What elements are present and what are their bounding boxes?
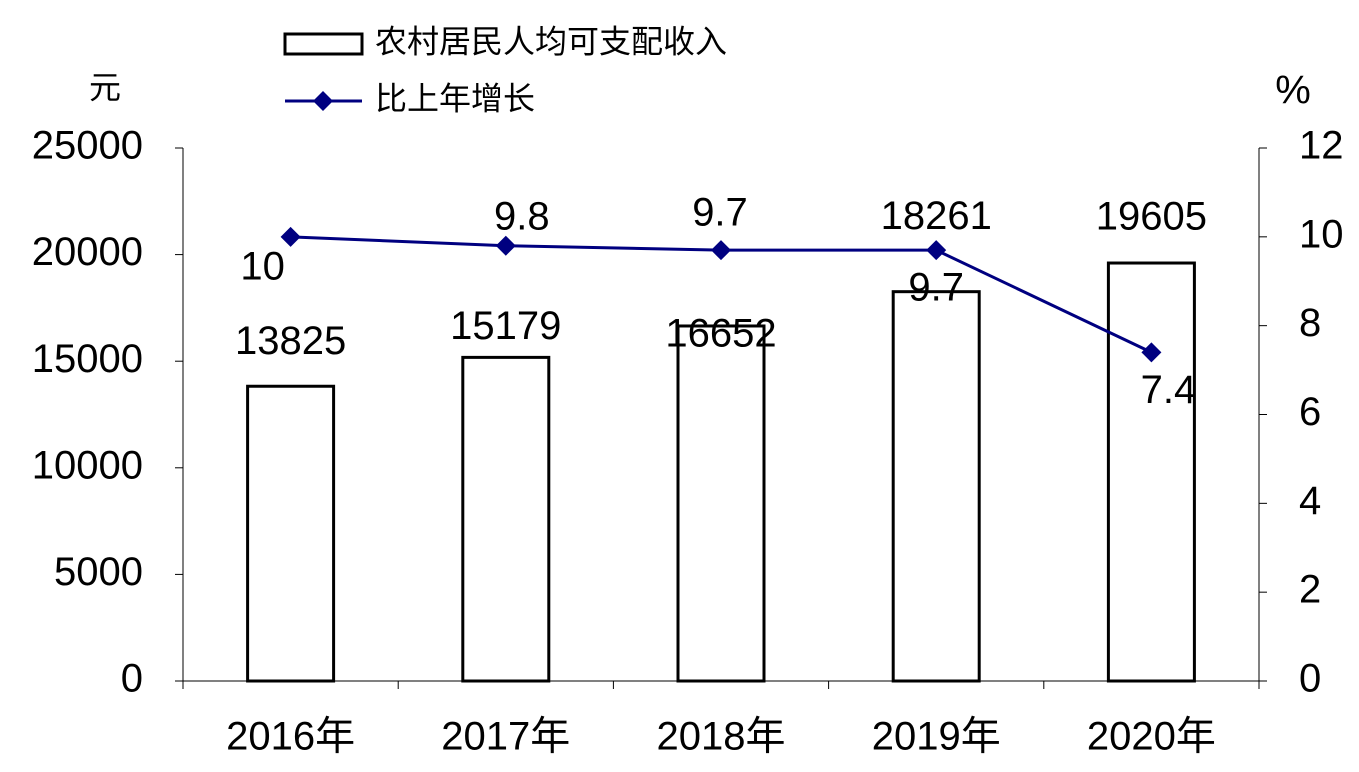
bar-value-label: 15179 [450, 304, 561, 348]
line-value-label: 7.4 [1141, 368, 1197, 412]
y2-unit: % [1275, 69, 1311, 113]
x-tick-label: 2018年 [657, 715, 786, 759]
line-value-label: 9.7 [908, 266, 964, 310]
y2-tick-label: 4 [1299, 479, 1321, 523]
bar [676, 324, 766, 683]
bar-value-label: 16652 [665, 312, 776, 356]
line-marker [926, 240, 947, 261]
bar [461, 355, 551, 683]
y2-tick-label: 10 [1299, 212, 1344, 256]
bar-value-label: 19605 [1096, 195, 1207, 239]
y-tick-label: 20000 [32, 230, 143, 274]
bar-value-label: 18261 [881, 194, 992, 238]
legend-label: 比上年增长 [375, 80, 535, 116]
line-value-label: 9.7 [692, 191, 748, 235]
y-unit: 元 [89, 69, 121, 105]
x-tick-label: 2020年 [1087, 715, 1216, 759]
y-tick-label: 10000 [32, 443, 143, 487]
line-value-label: 10 [240, 244, 285, 288]
legend-marker [313, 91, 333, 111]
y-tick-label: 5000 [54, 550, 143, 594]
bar [1106, 261, 1196, 683]
y2-tick-label: 12 [1299, 124, 1344, 168]
line-marker [711, 240, 731, 261]
x-tick-label: 2019年 [872, 715, 1001, 759]
legend-label: 农村居民人均可支配收入 [375, 23, 727, 59]
line-marker [495, 235, 516, 256]
bar-value-label: 13825 [235, 319, 346, 363]
y2-tick-label: 8 [1299, 301, 1321, 345]
line-marker [1141, 342, 1162, 363]
bar [246, 384, 336, 683]
legend-swatch [283, 32, 364, 56]
bar [891, 290, 981, 683]
x-tick-label: 2017年 [441, 715, 570, 759]
y-tick-label: 25000 [32, 124, 143, 168]
y2-tick-label: 0 [1299, 657, 1321, 701]
y-tick-label: 0 [121, 657, 143, 701]
line-marker [280, 226, 301, 247]
y2-tick-label: 2 [1299, 568, 1321, 612]
y2-tick-label: 6 [1299, 390, 1321, 434]
y-tick-label: 15000 [32, 337, 143, 381]
line-value-label: 9.8 [494, 194, 550, 238]
x-tick-label: 2016年 [226, 715, 355, 759]
